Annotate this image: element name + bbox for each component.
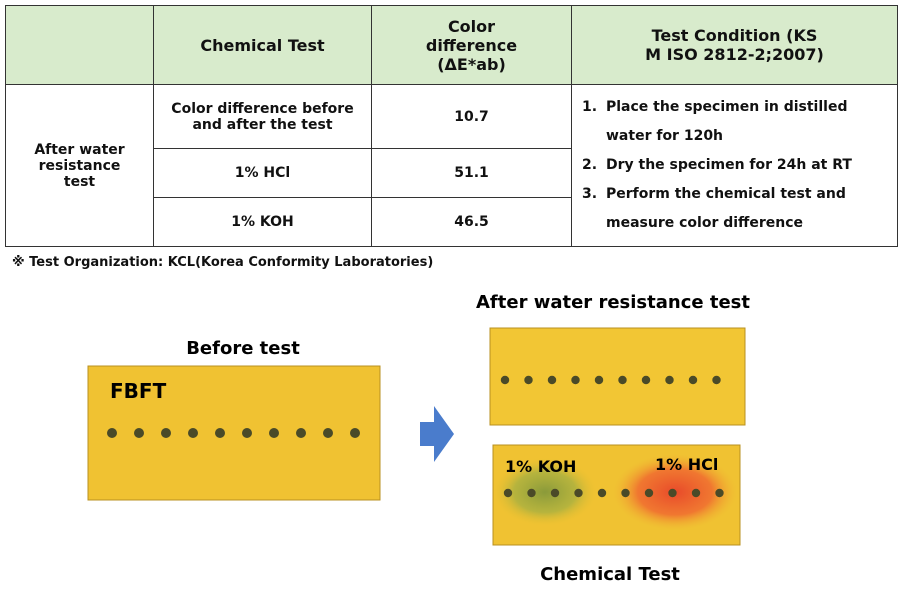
header-cell: Test Condition (KS M ISO 2812-2;2007) <box>571 5 898 85</box>
hole <box>547 375 557 385</box>
hole <box>524 375 533 385</box>
hole <box>688 375 698 385</box>
hole <box>571 375 580 385</box>
caption: Chemical Test <box>540 564 680 585</box>
condition-text: Perform the chemical test and measure co… <box>606 186 846 231</box>
hole <box>323 428 333 438</box>
hole <box>621 488 630 498</box>
hole <box>668 488 677 498</box>
sample-label: 1% HCl <box>655 455 718 474</box>
condition: 3. Perform the chemical test and measure … <box>582 180 887 238</box>
condition-text: Place the specimen in distilled water fo… <box>606 99 848 144</box>
cell: 51.1 <box>371 148 572 198</box>
hole <box>691 488 701 498</box>
result-table: Chemical Test Color difference (ΔE*ab) T… <box>5 5 898 247</box>
hole <box>134 428 144 438</box>
hole <box>597 488 607 498</box>
hole <box>550 488 560 498</box>
sample-label: FBFT <box>110 379 167 403</box>
hole <box>618 375 627 385</box>
hole <box>665 375 674 385</box>
condition-number: 3. <box>582 186 598 202</box>
hole <box>350 428 360 438</box>
cell: 46.5 <box>371 197 572 247</box>
hole <box>269 428 279 438</box>
hole <box>161 428 171 438</box>
condition-cell: 1. Place the specimen in distilled water … <box>571 84 898 247</box>
group-cell: After water resistance test <box>5 84 154 247</box>
header-cell: Color difference (ΔE*ab) <box>371 5 572 85</box>
sample-water <box>489 327 746 426</box>
hole <box>574 488 583 498</box>
sample-label: 1% KOH <box>505 457 576 476</box>
note: ※ Test Organization: KCL(Korea Conformit… <box>12 255 434 270</box>
cell: 1% HCl <box>153 148 372 198</box>
cell: Color difference before and after the te… <box>153 84 372 149</box>
hole <box>644 488 654 498</box>
hole <box>715 488 724 498</box>
condition: 1. Place the specimen in distilled water … <box>582 93 887 151</box>
caption: After water resistance test <box>476 292 750 313</box>
condition: 2. Dry the specimen for 24h at RT <box>582 151 887 180</box>
caption: Before test <box>186 338 300 359</box>
hole <box>527 488 536 498</box>
condition-number: 2. <box>582 157 598 173</box>
hole <box>107 428 117 438</box>
hole <box>503 488 513 498</box>
condition-text: Dry the specimen for 24h at RT <box>606 157 852 173</box>
hole <box>215 428 225 438</box>
hole <box>641 375 651 385</box>
hole <box>242 428 252 438</box>
hole <box>188 428 198 438</box>
hole <box>500 375 510 385</box>
hole <box>712 375 721 385</box>
header-cell <box>5 5 154 85</box>
hole <box>594 375 604 385</box>
cell: 1% KOH <box>153 197 372 247</box>
cell: 10.7 <box>371 84 572 149</box>
hole <box>296 428 306 438</box>
condition-number: 1. <box>582 99 598 115</box>
koh-stain <box>493 458 597 526</box>
arrow <box>420 406 454 462</box>
